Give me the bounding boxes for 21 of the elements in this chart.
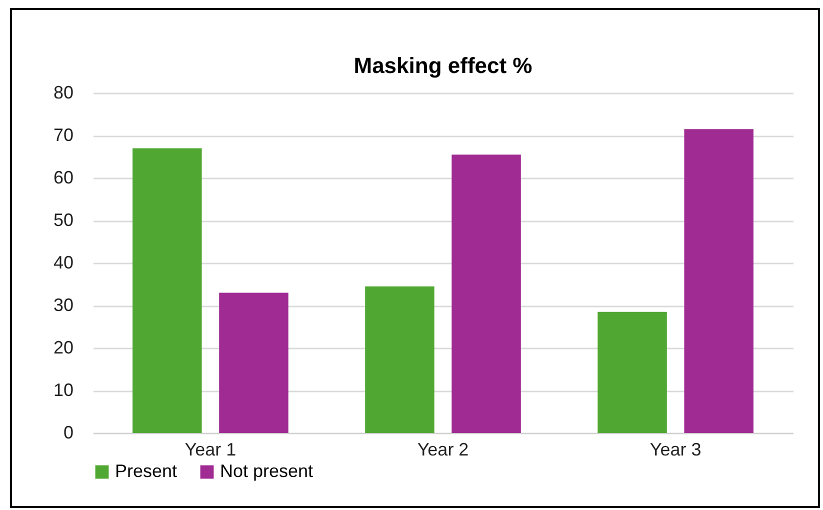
bar [132,148,202,433]
bar [452,154,521,433]
y-tick-label: 0 [63,422,74,442]
y-tick-label: 80 [53,82,74,102]
x-tick-label: Year 3 [650,440,702,460]
y-tick-label: 60 [53,168,74,188]
y-tick-label: 10 [53,380,74,400]
legend-label: Present [115,461,178,481]
bar [598,312,667,433]
y-tick-label: 50 [53,210,74,230]
x-tick-label: Year 1 [184,440,236,460]
y-tick-label: 40 [53,252,74,272]
bar [684,129,754,433]
legend-label: Not present [220,461,314,481]
y-tick-label: 30 [53,295,74,315]
bar [219,292,288,433]
chart-title: Masking effect % [354,53,532,78]
y-tick-label: 20 [53,338,74,358]
x-tick-label: Year 2 [417,440,469,460]
bar [365,286,434,433]
y-tick-label: 70 [53,125,74,145]
